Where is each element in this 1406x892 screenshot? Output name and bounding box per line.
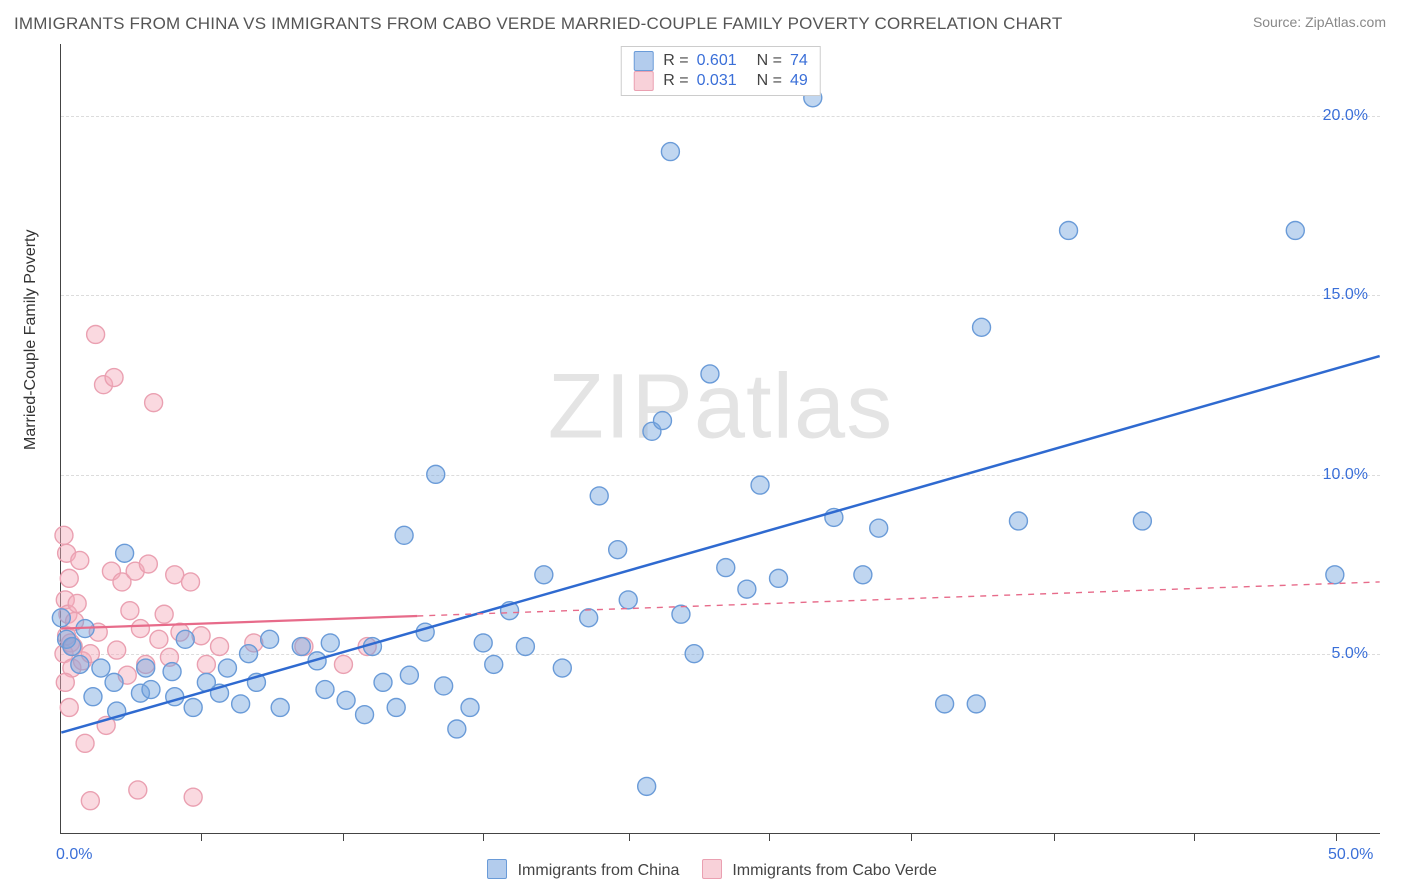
n-value-cabo-verde: 49	[790, 72, 808, 90]
chart-plot-area: ZIPatlas R = 0.601 N = 74 R = 0.031 N = …	[60, 44, 1380, 834]
x-axis-tick	[1194, 833, 1195, 841]
x-axis-tick	[483, 833, 484, 841]
legend-label-china: Immigrants from China	[518, 862, 680, 879]
legend-row-china: R = 0.601 N = 74	[633, 51, 808, 71]
x-axis-tick	[911, 833, 912, 841]
r-label: R =	[663, 72, 688, 90]
chart-title: IMMIGRANTS FROM CHINA VS IMMIGRANTS FROM…	[14, 14, 1062, 34]
legend-swatch-china	[633, 51, 653, 71]
source-label: Source:	[1253, 14, 1301, 30]
legend-swatch-cabo-verde	[633, 71, 653, 91]
x-axis-tick	[769, 833, 770, 841]
n-label: N =	[757, 52, 782, 70]
correlation-legend: R = 0.601 N = 74 R = 0.031 N = 49	[620, 46, 821, 96]
x-axis-tick	[1336, 833, 1337, 841]
legend-label-cabo-verde: Immigrants from Cabo Verde	[732, 862, 937, 879]
r-value-cabo-verde: 0.031	[697, 72, 737, 90]
source-value: ZipAtlas.com	[1305, 14, 1386, 30]
x-axis-tick	[629, 833, 630, 841]
series-legend: Immigrants from China Immigrants from Ca…	[0, 859, 1406, 880]
x-axis-tick-last: 50.0%	[1328, 846, 1373, 864]
source-attribution: Source: ZipAtlas.com	[1253, 14, 1386, 30]
r-value-china: 0.601	[697, 52, 737, 70]
x-axis-tick-first: 0.0%	[56, 846, 92, 864]
x-axis-tick	[343, 833, 344, 841]
legend-swatch-cabo-verde	[702, 859, 722, 879]
n-value-china: 74	[790, 52, 808, 70]
n-label: N =	[757, 72, 782, 90]
x-axis-tick	[201, 833, 202, 841]
legend-row-cabo-verde: R = 0.031 N = 49	[633, 71, 808, 91]
legend-swatch-china	[487, 859, 507, 879]
r-label: R =	[663, 52, 688, 70]
trend-line	[61, 356, 1379, 733]
trend-line	[417, 582, 1379, 616]
y-axis-label: Married-Couple Family Poverty	[22, 229, 40, 450]
trend-lines-layer	[61, 44, 1380, 833]
trend-line	[61, 616, 417, 629]
x-axis-tick	[1054, 833, 1055, 841]
